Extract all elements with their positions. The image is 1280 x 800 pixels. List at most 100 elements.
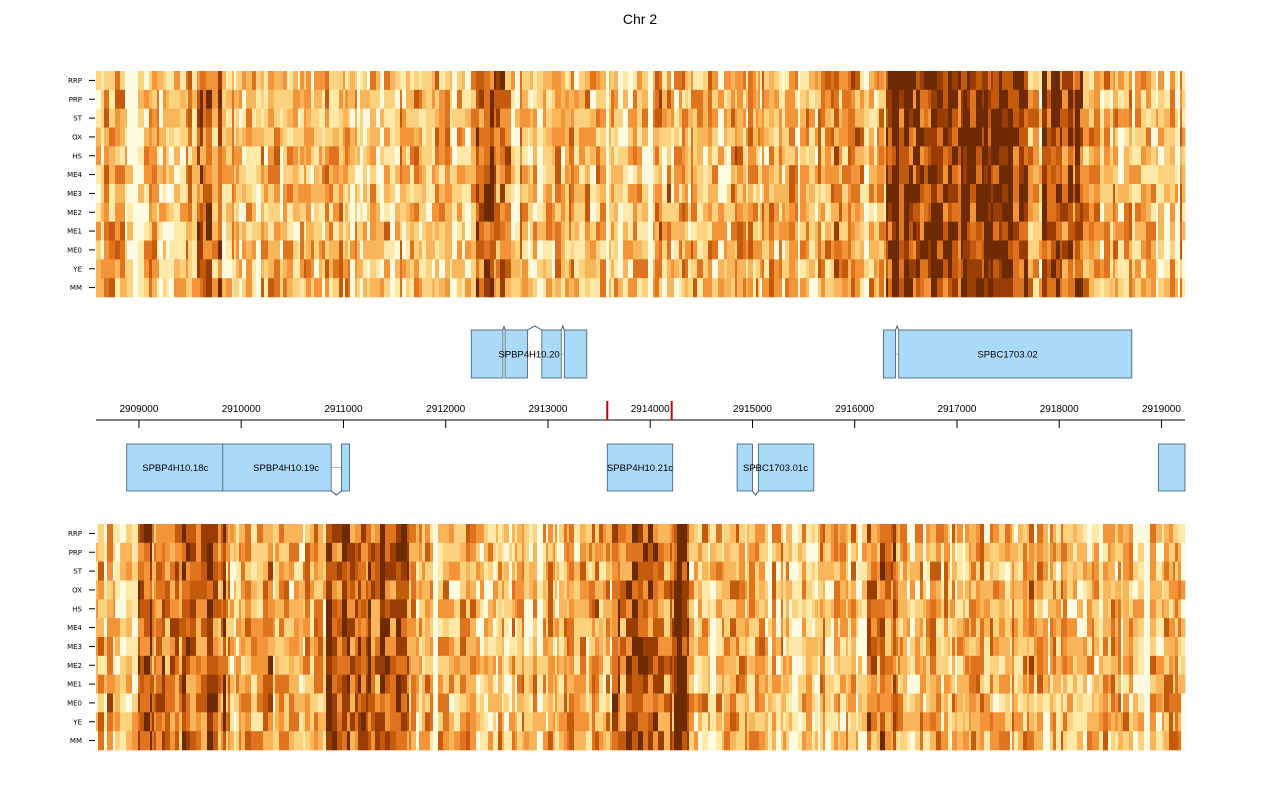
top-cell xyxy=(569,202,572,222)
top-cell xyxy=(748,221,754,241)
top-cell xyxy=(1182,71,1186,91)
bottom-cell xyxy=(674,599,678,619)
bottom-cell xyxy=(221,580,224,600)
top-cell xyxy=(1100,184,1105,204)
top-cell xyxy=(1068,71,1074,91)
bottom-cell xyxy=(694,580,699,600)
bottom-cell xyxy=(574,674,581,694)
bottom-cell xyxy=(559,542,565,562)
bottom-cell xyxy=(207,655,214,675)
bottom-cell xyxy=(156,731,163,751)
bottom-cell xyxy=(337,674,343,694)
top-cell xyxy=(242,108,247,128)
top-cell xyxy=(855,108,861,128)
top-cell xyxy=(1146,89,1152,109)
top-cell xyxy=(834,202,840,222)
top-cell xyxy=(414,71,420,91)
top-cell xyxy=(1083,127,1090,147)
bottom-cell xyxy=(323,731,327,751)
top-cell xyxy=(789,89,796,109)
top-cell xyxy=(928,184,932,204)
top-cell xyxy=(999,146,1003,166)
bottom-cell xyxy=(580,693,587,713)
top-cell xyxy=(384,240,391,260)
top-cell xyxy=(618,259,624,279)
bottom-cell xyxy=(694,524,699,544)
top-cell xyxy=(367,127,371,147)
top-cell xyxy=(339,127,344,147)
top-cell xyxy=(314,240,320,260)
bottom-cell xyxy=(443,561,450,581)
bottom-cell xyxy=(236,693,240,713)
bottom-cell xyxy=(488,580,494,600)
top-cell xyxy=(590,146,597,166)
top-cell xyxy=(101,71,105,91)
top-cell xyxy=(1075,89,1081,109)
bottom-cell xyxy=(115,524,121,544)
bottom-cell xyxy=(96,655,99,675)
top-cell xyxy=(1039,127,1043,147)
top-cell xyxy=(671,165,675,185)
top-cell xyxy=(795,278,799,298)
bottom-cell xyxy=(603,618,607,638)
top-cell xyxy=(762,259,765,279)
top-cell xyxy=(851,89,856,109)
top-cell xyxy=(120,221,126,241)
top-cell xyxy=(242,240,247,260)
top-cell xyxy=(1083,184,1090,204)
bottom-cell xyxy=(98,542,105,562)
top-cell xyxy=(825,184,832,204)
top-cell xyxy=(659,184,663,204)
top-cell xyxy=(212,127,219,147)
top-cell xyxy=(1182,184,1186,204)
top-cell xyxy=(637,108,643,128)
bottom-cell xyxy=(606,542,611,562)
bottom-cell xyxy=(113,655,116,675)
bottom-cell xyxy=(342,542,348,562)
top-row-label: PRP xyxy=(69,96,82,104)
top-cell xyxy=(574,259,580,279)
top-cell xyxy=(839,259,843,279)
top-row-label: YE xyxy=(72,265,82,273)
top-cell xyxy=(976,278,983,298)
top-cell xyxy=(789,146,796,166)
top-cell xyxy=(319,221,323,241)
top-cell xyxy=(144,259,150,279)
top-cell xyxy=(1170,89,1176,109)
bottom-cell xyxy=(396,637,402,657)
bottom-cell xyxy=(284,618,290,638)
top-cell xyxy=(848,202,852,222)
top-cell xyxy=(188,165,193,185)
top-cell xyxy=(1080,71,1084,91)
bottom-cell xyxy=(586,712,590,732)
top-cell xyxy=(991,240,994,260)
top-cell xyxy=(311,202,315,222)
top-cell xyxy=(976,71,983,91)
bottom-cell xyxy=(366,674,369,694)
bottom-cell xyxy=(275,693,280,713)
top-cell xyxy=(363,146,368,166)
bottom-cell xyxy=(375,542,381,562)
top-cell xyxy=(590,89,597,109)
top-cell xyxy=(931,278,938,298)
top-cell xyxy=(1146,165,1152,185)
top-cell xyxy=(1062,278,1069,298)
top-cell xyxy=(834,240,840,260)
top-cell xyxy=(186,202,189,222)
bottom-cell xyxy=(170,524,176,544)
bottom-cell xyxy=(245,693,252,713)
top-cell xyxy=(439,240,446,260)
top-cell xyxy=(1180,221,1183,241)
top-cell xyxy=(764,202,770,222)
top-cell xyxy=(494,240,497,260)
top-cell xyxy=(242,221,247,241)
top-cell xyxy=(174,146,181,166)
bottom-cell xyxy=(648,561,654,581)
bottom-cell xyxy=(380,599,386,619)
bottom-cell xyxy=(664,637,671,657)
top-cell xyxy=(287,165,294,185)
top-cell xyxy=(1008,221,1014,241)
top-cell xyxy=(928,221,932,241)
top-cell xyxy=(764,259,770,279)
top-cell xyxy=(982,146,985,166)
